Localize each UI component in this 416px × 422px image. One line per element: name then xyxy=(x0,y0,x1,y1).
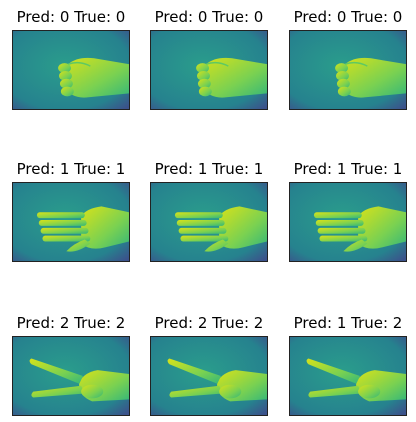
hand-image xyxy=(12,30,130,110)
hand-image xyxy=(150,182,268,262)
rock-hand xyxy=(196,57,267,98)
panel-title: Pred: 1 True: 1 xyxy=(154,160,264,178)
scissors-hand xyxy=(306,358,406,402)
paper-hand xyxy=(36,206,129,252)
panel-title: Pred: 1 True: 1 xyxy=(293,160,403,178)
panel-2: Pred: 0 True: 0 xyxy=(146,8,272,110)
panel-5: Pred: 1 True: 1 xyxy=(146,160,272,262)
panel-title: Pred: 2 True: 2 xyxy=(16,314,126,332)
rock-hand xyxy=(335,57,406,98)
panel-4: Pred: 1 True: 1 xyxy=(8,160,134,262)
panel-9: Pred: 1 True: 2 xyxy=(285,314,411,416)
panel-title: Pred: 0 True: 0 xyxy=(154,8,264,26)
paper-hand xyxy=(313,206,406,252)
hand-image xyxy=(150,336,268,416)
hand-image xyxy=(289,30,407,110)
panel-7: Pred: 2 True: 2 xyxy=(8,314,134,416)
hand-image xyxy=(150,30,268,110)
hand-image xyxy=(289,336,407,416)
panel-8: Pred: 2 True: 2 xyxy=(146,314,272,416)
paper-hand xyxy=(174,206,267,252)
panel-title: Pred: 2 True: 2 xyxy=(154,314,264,332)
scissors-hand xyxy=(29,358,129,402)
rock-hand xyxy=(58,57,129,98)
panel-title: Pred: 1 True: 2 xyxy=(293,314,403,332)
panel-title: Pred: 1 True: 1 xyxy=(16,160,126,178)
panel-title: Pred: 0 True: 0 xyxy=(293,8,403,26)
panel-6: Pred: 1 True: 1 xyxy=(285,160,411,262)
panel-title: Pred: 0 True: 0 xyxy=(16,8,126,26)
hand-image xyxy=(12,182,130,262)
scissors-hand xyxy=(167,358,267,402)
hand-image xyxy=(289,182,407,262)
panel-3: Pred: 0 True: 0 xyxy=(285,8,411,110)
panel-1: Pred: 0 True: 0 xyxy=(8,8,134,110)
hand-image xyxy=(12,336,130,416)
